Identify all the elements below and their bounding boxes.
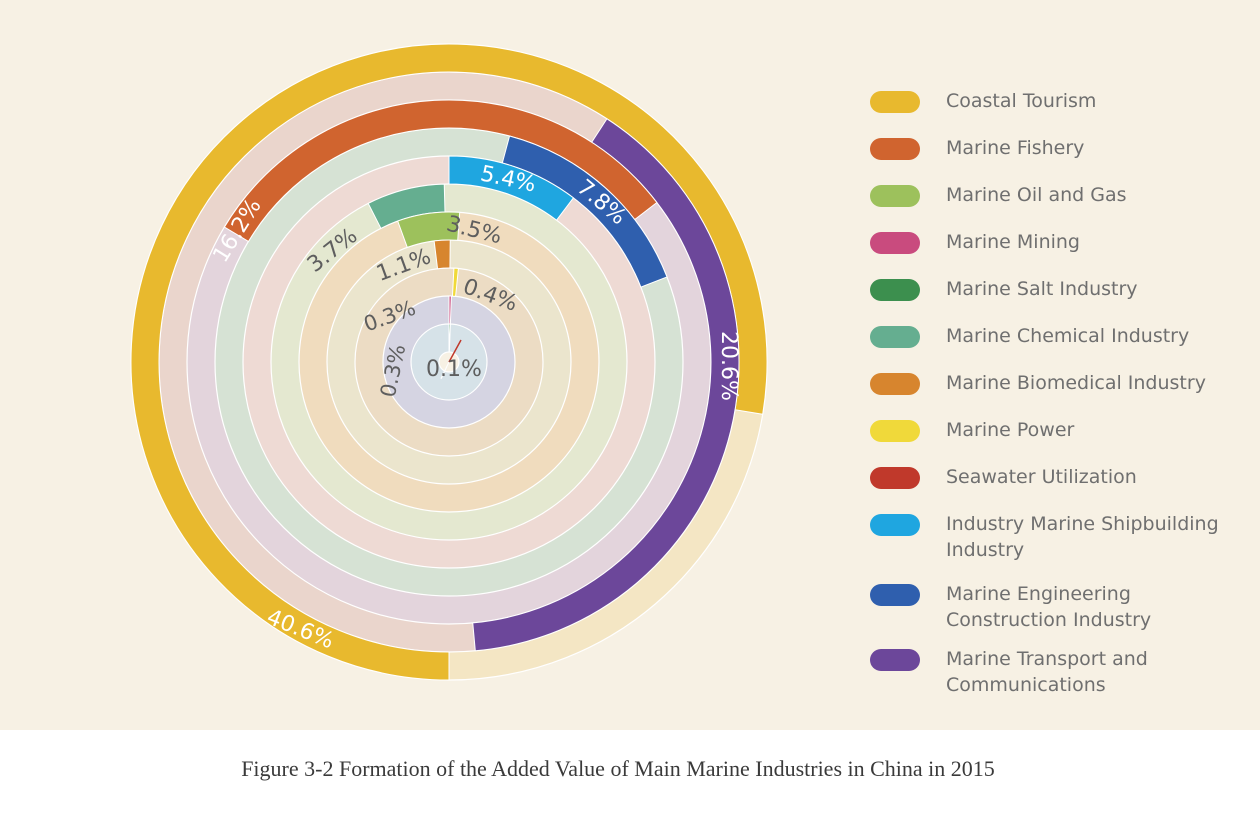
figure-caption: Figure 3-2 Formation of the Added Value … [241,756,995,781]
legend-swatch [870,232,920,254]
legend-label: Marine Transport and Communications [946,648,1148,696]
legend-swatch [870,138,920,160]
legend-swatch [870,420,920,442]
legend-label: Marine Oil and Gas [946,184,1127,206]
bar-marine-power [451,267,459,297]
legend-swatch [870,91,920,113]
bar-marine-oil-and-gas [397,211,461,248]
legend-label: Seawater Utilization [946,466,1137,488]
legend-swatch [870,279,920,301]
legend-label: Marine Chemical Industry [946,325,1190,347]
legend-swatch [870,467,920,489]
data-label: 0.1% [426,357,482,382]
bar-marine-biomedical-industry [433,239,451,270]
legend-label: Marine Salt Industry [946,278,1138,300]
legend-label: Industry Marine Shipbuilding Industry [946,513,1219,561]
legend-swatch [870,584,920,606]
bar-marine-transport-and-communications [472,118,740,652]
bar-marine-salt-industry [448,323,451,353]
ring-track [355,268,543,456]
legend-label: Marine Biomedical Industry [946,372,1206,394]
radial-bar-chart: 40.6%16.2% 3.5%0.3%0.3%3.7% 1.1%0.4%0.1%5.… [130,43,768,681]
legend-label: Marine Mining [946,231,1080,253]
bar-seawater-pointer [448,339,462,363]
legend-swatch [870,326,920,348]
ring-track [215,128,683,596]
legend-label: Marine Fishery [946,137,1085,159]
bar-coastal-tourism [130,43,768,681]
legend-label: Coastal Tourism [946,90,1097,112]
bar-industry-marine-shipbuilding-industry [448,155,575,221]
data-label: 20.6% [716,331,741,401]
legend-swatch [870,649,920,671]
bar-marine-fishery [223,99,658,243]
legend-swatch [870,514,920,536]
legend-label: Marine Power [946,419,1075,441]
ring-bars [130,43,768,681]
legend-swatch [870,185,920,207]
ring-track [271,184,627,540]
bar-marine-chemical-industry [367,183,446,230]
legend-swatch [870,373,920,395]
legend-label: Marine Engineering Construction Industry [946,583,1152,631]
